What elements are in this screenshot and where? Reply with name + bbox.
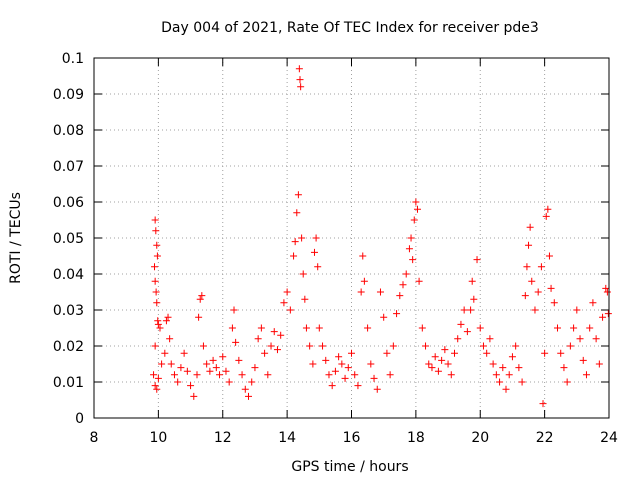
x-tick-label: 20: [471, 430, 489, 446]
y-tick-label: 0.04: [53, 267, 84, 283]
x-tick-label: 16: [343, 430, 361, 446]
x-tick-label: 8: [90, 430, 99, 446]
chart-background: [0, 0, 640, 480]
x-tick-label: 10: [149, 430, 167, 446]
y-tick-label: 0.08: [53, 123, 84, 139]
x-tick-label: 22: [536, 430, 554, 446]
x-tick-label: 24: [600, 430, 618, 446]
y-tick-label: 0.07: [53, 159, 84, 175]
y-tick-label: 0.05: [53, 231, 84, 247]
x-tick-label: 18: [407, 430, 425, 446]
y-tick-label: 0.09: [53, 87, 84, 103]
y-tick-label: 0.01: [53, 375, 84, 391]
x-tick-label: 14: [278, 430, 296, 446]
x-tick-label: 12: [214, 430, 232, 446]
y-tick-label: 0: [75, 411, 84, 427]
y-tick-label: 0.1: [62, 51, 84, 67]
x-axis-label: GPS time / hours: [291, 459, 408, 475]
chart-svg: Day 004 of 2021, Rate Of TEC Index for r…: [0, 0, 640, 480]
y-tick-label: 0.06: [53, 195, 84, 211]
y-axis-label: ROTI / TECUs: [8, 192, 24, 284]
y-tick-label: 0.03: [53, 303, 84, 319]
y-tick-label: 0.02: [53, 339, 84, 355]
chart-title: Day 004 of 2021, Rate Of TEC Index for r…: [161, 20, 539, 36]
